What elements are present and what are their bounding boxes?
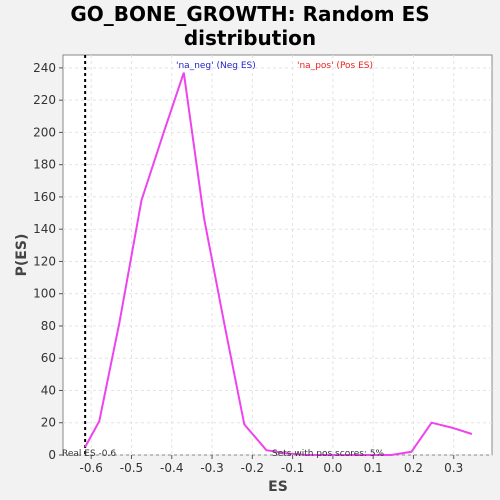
title-line-1: GO_BONE_GROWTH: Random ES (70, 2, 430, 26)
plot-area (62, 54, 493, 456)
y-tick-label: 120 (33, 254, 56, 268)
y-tick-label: 200 (33, 125, 56, 139)
real-es-label: Real ES -0.6 (62, 449, 116, 459)
x-tick-label: 0.2 (404, 461, 423, 475)
y-tick-label: 40 (41, 383, 56, 397)
y-tick-label: 80 (41, 319, 56, 333)
series-line (84, 72, 473, 456)
y-tick-label: 140 (33, 222, 56, 236)
y-tick-label: 0 (48, 448, 56, 462)
y-axis-label: P(ES) (14, 234, 30, 277)
title-line-2: distribution (183, 26, 317, 50)
x-axis-label: ES (268, 479, 288, 495)
chart-title: GO_BONE_GROWTH: Random ES distribution (0, 2, 500, 50)
x-tick-label: 0.3 (444, 461, 463, 475)
x-axis-ticks: -0.6 -0.5 -0.4 -0.3 -0.2 -0.1 0.0 0.1 0.2 0.3 (79, 455, 463, 475)
y-tick-label: 60 (41, 351, 56, 365)
x-tick-label: -0.2 (241, 461, 264, 475)
y-tick-label: 100 (33, 287, 56, 301)
x-tick-label: -0.4 (160, 461, 183, 475)
x-tick-label: -0.5 (120, 461, 143, 475)
x-tick-label: 0.0 (323, 461, 342, 475)
pos-scores-annotation: Sets with pos scores: 5% (272, 449, 385, 459)
y-tick-label: 160 (33, 190, 56, 204)
y-tick-label: 180 (33, 158, 56, 172)
legend-pos-label: 'na_pos' (Pos ES) (297, 61, 373, 71)
legend-neg-label: 'na_neg' (Neg ES) (176, 61, 256, 71)
y-tick-label: 240 (33, 61, 56, 75)
x-tick-label: 0.1 (364, 461, 383, 475)
x-tick-label: -0.6 (79, 461, 102, 475)
y-tick-label: 20 (41, 416, 56, 430)
x-tick-label: -0.3 (200, 461, 223, 475)
y-axis-ticks: 0 20 40 60 80 100 120 140 160 180 200 220 240 (33, 61, 63, 462)
x-tick-label: -0.1 (281, 461, 304, 475)
y-tick-label: 220 (33, 93, 56, 107)
